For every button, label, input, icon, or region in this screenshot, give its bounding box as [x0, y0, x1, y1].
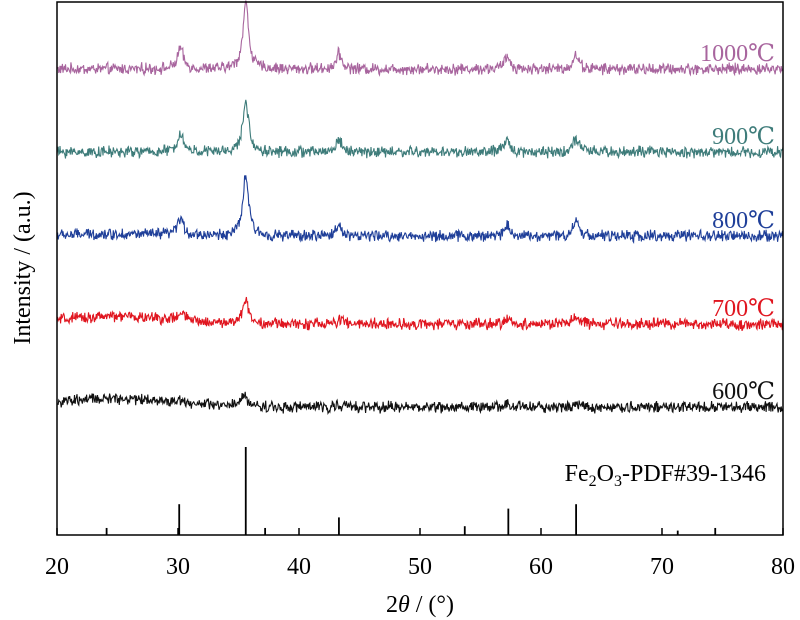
series-label-0: 1000℃ — [700, 41, 775, 67]
series-line-4 — [56, 391, 784, 415]
series-line-1 — [56, 99, 784, 160]
x-tick-label: 20 — [45, 554, 69, 580]
series-label-2: 800℃ — [712, 208, 775, 234]
x-tick-label: 60 — [529, 554, 553, 580]
plot-frame — [56, 1, 784, 536]
x-tick-label: 30 — [166, 554, 190, 580]
series-label-3: 700℃ — [712, 296, 775, 322]
series-line-2 — [56, 175, 784, 245]
x-tick-label: 70 — [650, 554, 674, 580]
series-label-1: 900℃ — [712, 124, 775, 150]
reference-label: Fe2O3-PDF#39-1346 — [565, 461, 766, 490]
x-axis-label: 2θ / (°) — [386, 592, 454, 618]
reference-pattern — [105, 447, 717, 535]
x-tick-label: 40 — [287, 554, 311, 580]
x-tick-label: 50 — [408, 554, 432, 580]
x-tick-label: 80 — [771, 554, 795, 580]
y-axis-label: Intensity / (a.u.) — [10, 191, 36, 344]
series-layer: 1000℃ 900℃ 800℃ 700℃ 600℃ — [56, 0, 784, 415]
series-label-4: 600℃ — [712, 379, 775, 405]
series-line-3 — [56, 296, 784, 332]
x-axis-ticks: 20 30 40 50 60 70 80 — [45, 528, 795, 580]
series-line-0 — [56, 0, 784, 77]
